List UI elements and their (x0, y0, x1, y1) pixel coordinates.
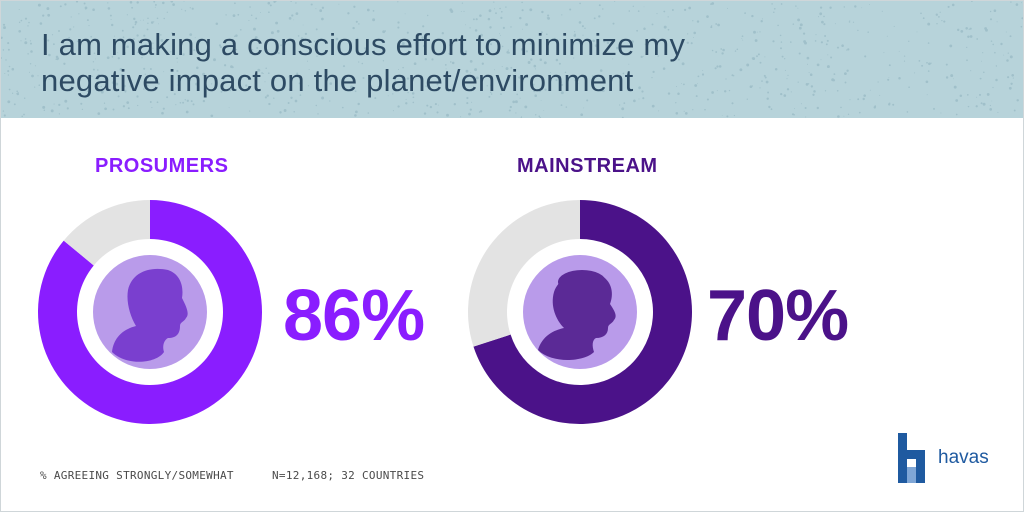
header-banner: I am making a conscious effort to minimi… (1, 1, 1023, 118)
mainstream-label: MAINSTREAM (517, 155, 658, 177)
footnote-sample: N=12,168; 32 COUNTRIES (272, 469, 425, 482)
prosumers-agree-slice (38, 200, 262, 424)
prosumers-donut-chart (38, 200, 262, 424)
page-title: I am making a conscious effort to minimi… (41, 27, 686, 98)
prosumers-percentage: 86% (283, 276, 425, 356)
mainstream-agree-slice (473, 200, 692, 424)
prosumers-label: PROSUMERS (95, 155, 229, 177)
mainstream-percentage: 70% (707, 276, 849, 356)
person-silhouette-icon (112, 268, 188, 362)
havas-logo-icon (898, 433, 925, 483)
prosumers-remainder-slice (63, 200, 150, 266)
person-silhouette-icon (538, 270, 616, 360)
header-texture (1, 1, 1023, 118)
havas-logo-text: havas (938, 447, 989, 468)
mainstream-donut-chart (468, 200, 692, 424)
mainstream-remainder-slice (468, 200, 580, 347)
footnote-measure: % AGREEING STRONGLY/SOMEWHAT (40, 469, 234, 482)
